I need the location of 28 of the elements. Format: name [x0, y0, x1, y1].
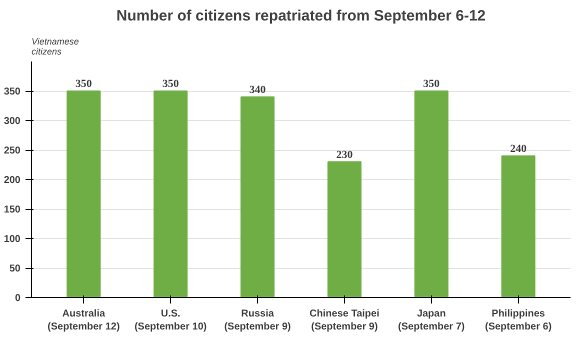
data-label: 350: [423, 78, 440, 90]
y-tick-label: 250: [4, 146, 21, 156]
y-axis-title: Vietnamese citizens: [32, 36, 79, 56]
y-tick-label: 150: [4, 204, 21, 216]
data-label: 240: [510, 142, 528, 155]
bar: [66, 90, 101, 298]
bar: [414, 90, 448, 298]
x-tick-label: Chinese Taipei (September 9): [310, 308, 380, 333]
bar: [327, 161, 362, 298]
y-tick-label: 300: [4, 116, 21, 127]
y-tick-label: 350: [4, 86, 21, 98]
data-label: 340: [249, 84, 266, 96]
x-tick-label: Japan (September 7): [398, 308, 465, 333]
bar: [154, 90, 188, 298]
x-tick-label: U.S. (September 10): [134, 308, 207, 333]
data-label: 350: [162, 78, 180, 90]
y-tick-label: 200: [4, 175, 21, 186]
y-tick-label: 100: [4, 234, 21, 245]
data-label: 230: [336, 148, 354, 161]
x-tick-label: Australia (September 12): [48, 308, 120, 333]
bar: [501, 155, 536, 298]
chart-title: Number of citizens repatriated from September 6-12: [116, 8, 486, 24]
bar: [240, 96, 275, 298]
y-tick-label: 50: [9, 264, 21, 274]
x-tick-label: Philippines (September 6): [484, 308, 552, 333]
y-tick-label: 0: [14, 293, 21, 304]
x-tick-label: Russia (September 9): [224, 308, 291, 333]
data-label: 350: [75, 78, 92, 90]
